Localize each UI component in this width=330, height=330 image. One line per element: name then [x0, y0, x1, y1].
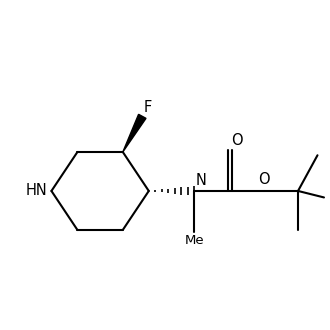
Text: F: F [144, 100, 152, 115]
Polygon shape [123, 114, 146, 152]
Text: N: N [195, 173, 206, 188]
Text: Me: Me [184, 234, 204, 247]
Text: O: O [258, 172, 270, 187]
Text: O: O [232, 133, 243, 148]
Text: HN: HN [26, 183, 48, 198]
